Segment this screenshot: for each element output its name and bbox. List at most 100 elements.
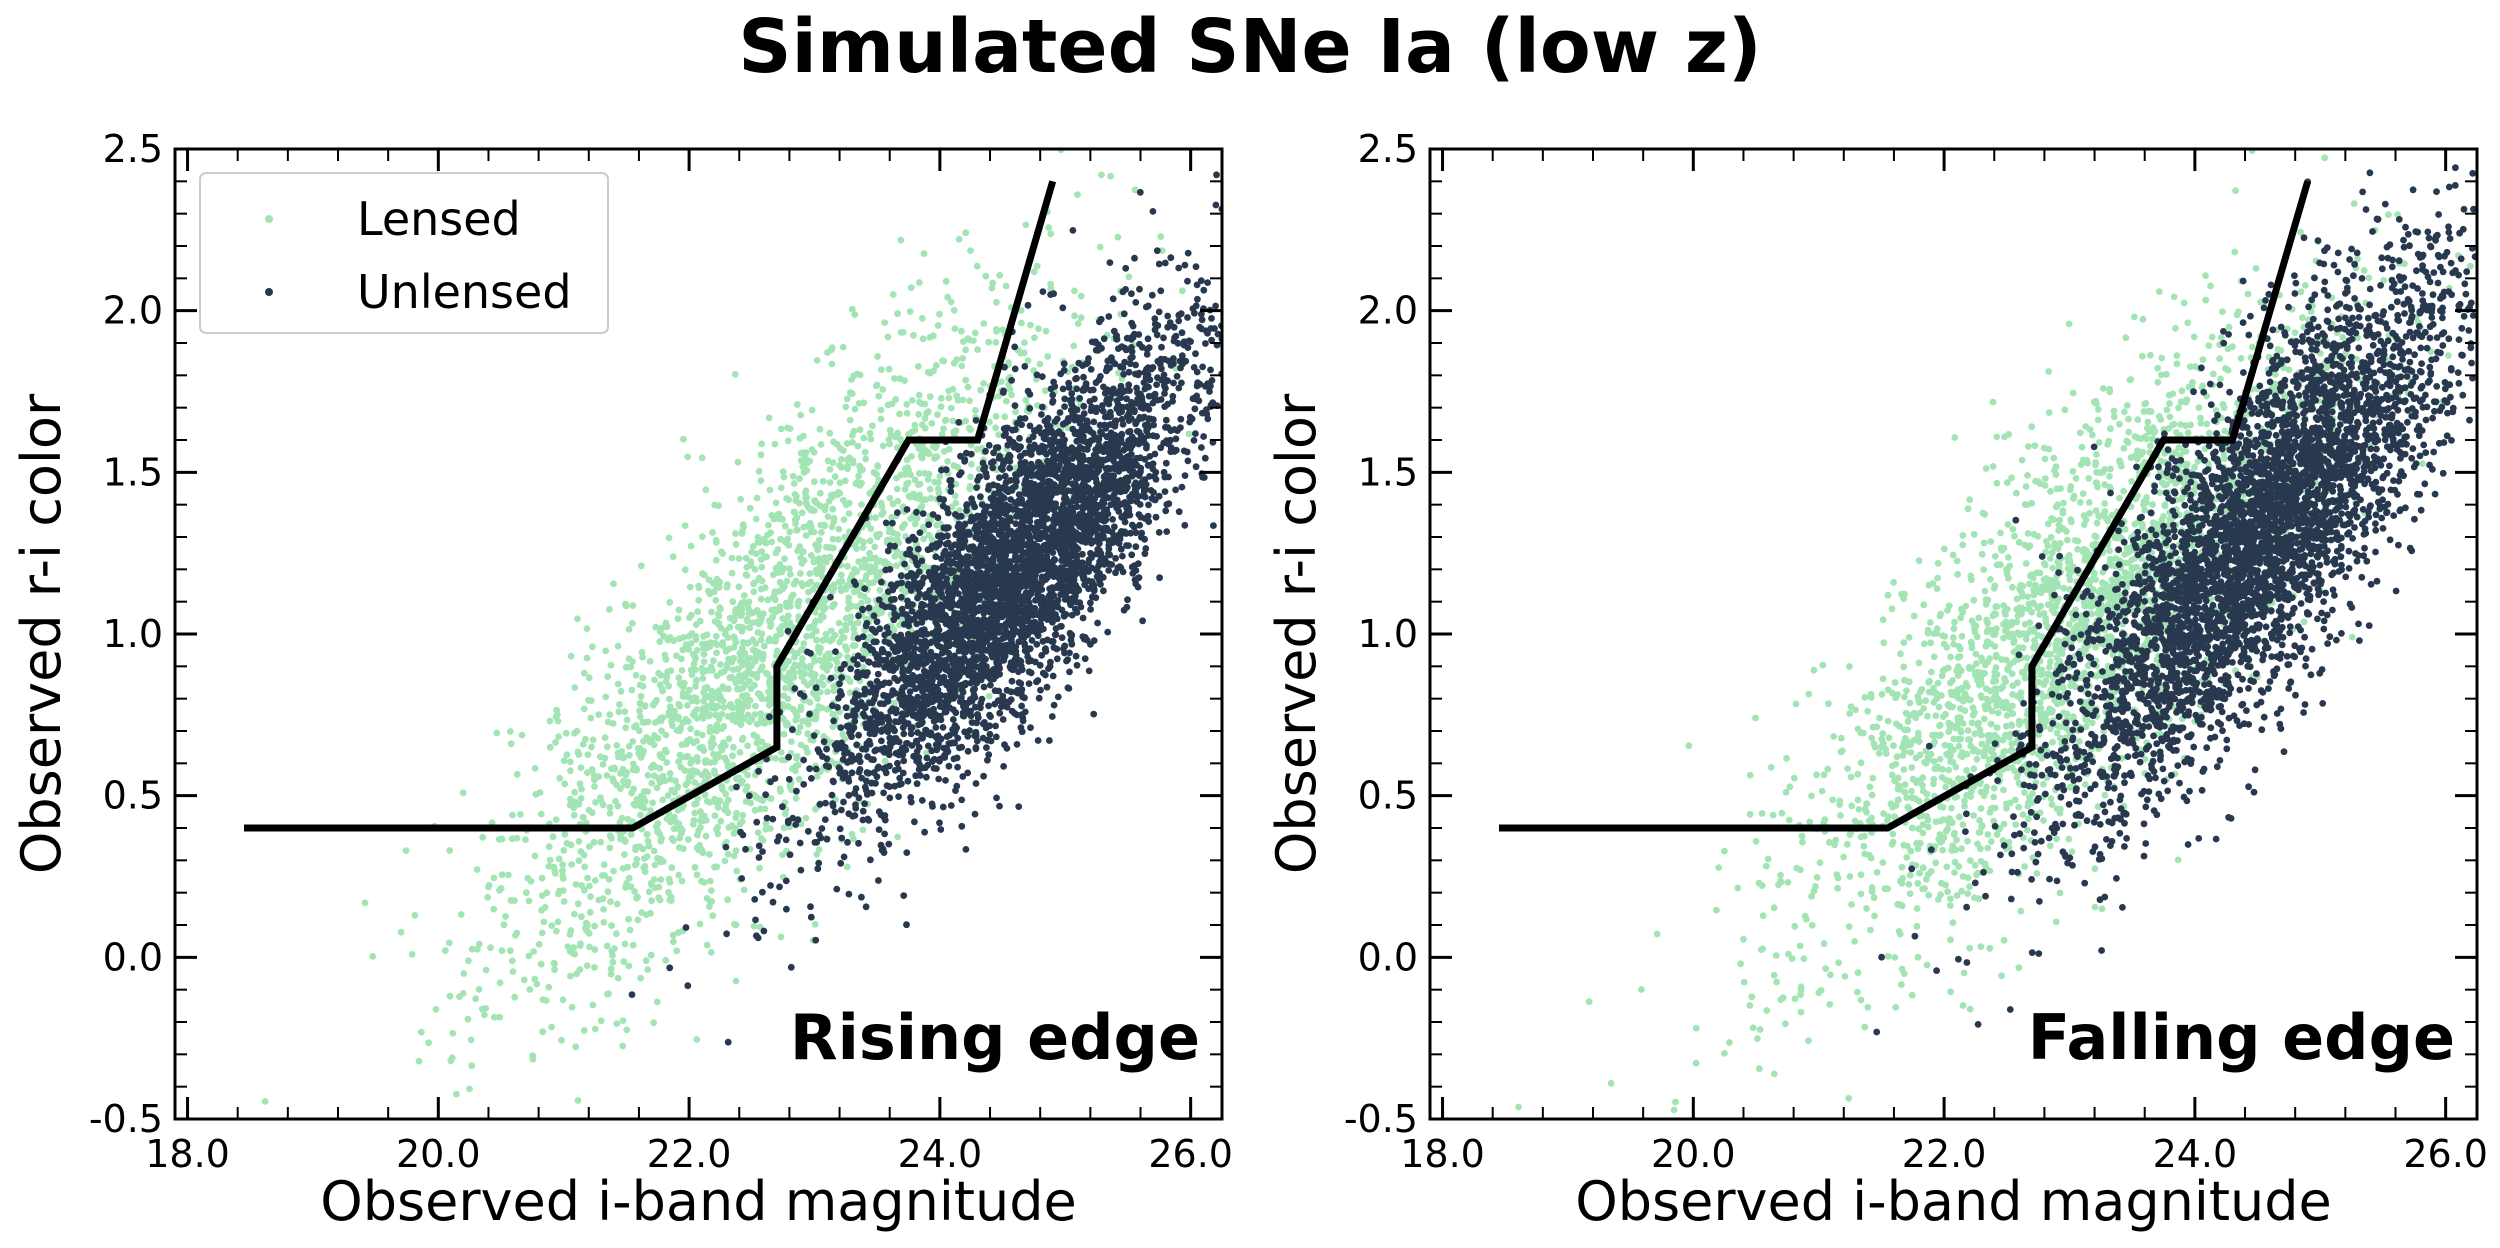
data-point — [938, 466, 945, 474]
data-point — [716, 604, 724, 612]
data-point — [756, 864, 763, 872]
data-point — [525, 897, 533, 905]
data-point — [854, 442, 862, 450]
data-point — [781, 522, 789, 530]
data-point — [695, 584, 703, 592]
data-point — [757, 477, 765, 484]
data-point — [717, 661, 724, 668]
data-point — [706, 643, 714, 650]
data-point — [886, 494, 894, 502]
data-point — [760, 535, 768, 543]
data-point — [572, 1043, 580, 1051]
data-point — [545, 863, 553, 870]
data-point — [1100, 587, 1107, 595]
data-point — [425, 1039, 432, 1047]
data-point — [726, 614, 734, 622]
data-point — [540, 918, 548, 926]
data-point — [889, 291, 897, 298]
data-point — [574, 615, 581, 623]
data-point — [579, 813, 587, 821]
data-point — [467, 1036, 475, 1044]
data-point — [677, 825, 685, 832]
data-point — [796, 543, 804, 551]
data-point — [1042, 327, 1050, 335]
data-point — [958, 327, 965, 335]
data-point — [725, 655, 732, 663]
data-point — [567, 652, 575, 660]
data-point — [667, 775, 674, 783]
data-point — [749, 619, 757, 626]
data-point — [575, 751, 583, 758]
data-point — [815, 542, 823, 550]
data-point — [964, 383, 972, 391]
data-point — [829, 777, 837, 785]
data-point — [549, 833, 557, 841]
data-point — [699, 640, 706, 648]
data-point — [587, 714, 595, 722]
data-point — [411, 911, 419, 919]
data-point — [560, 757, 568, 764]
data-point — [728, 554, 736, 562]
data-point — [982, 272, 990, 280]
data-point — [721, 685, 729, 692]
data-point — [804, 580, 812, 588]
data-point — [793, 526, 800, 534]
data-point — [1214, 330, 1222, 338]
data-point — [951, 492, 959, 500]
data-point — [843, 646, 851, 654]
data-point — [606, 844, 614, 852]
data-point — [959, 396, 967, 404]
data-point — [552, 738, 559, 746]
data-point — [675, 844, 683, 851]
data-point — [778, 622, 786, 630]
data-point — [590, 838, 598, 846]
data-point — [694, 795, 702, 802]
data-point — [797, 570, 804, 577]
data-point — [867, 646, 875, 654]
data-point — [734, 458, 742, 466]
data-point — [889, 529, 897, 537]
data-point — [918, 421, 926, 428]
data-point — [757, 595, 765, 603]
data-point — [931, 453, 939, 461]
data-point — [507, 896, 515, 904]
data-point — [707, 887, 715, 894]
data-point — [676, 834, 684, 842]
data-point — [711, 769, 718, 777]
data-point — [829, 601, 837, 609]
data-point — [884, 547, 892, 555]
data-point — [820, 738, 828, 746]
data-point — [1012, 520, 1020, 528]
data-point — [856, 462, 864, 470]
data-point — [584, 769, 591, 776]
data-point — [775, 833, 783, 840]
data-point — [829, 535, 837, 543]
data-point — [670, 825, 678, 833]
data-point — [830, 687, 838, 695]
data-point — [559, 872, 567, 880]
data-point — [577, 848, 585, 855]
data-point — [891, 552, 899, 560]
data-point — [543, 889, 551, 897]
data-point — [859, 826, 867, 834]
data-point — [604, 673, 612, 680]
data-point — [971, 329, 979, 337]
data-point — [777, 787, 784, 795]
data-point — [972, 745, 980, 753]
data-point — [608, 922, 615, 929]
data-point — [496, 1013, 504, 1021]
data-point — [913, 514, 921, 522]
data-point — [625, 874, 633, 882]
data-point — [1148, 291, 1156, 299]
data-point — [522, 836, 529, 843]
data-point — [562, 729, 570, 737]
data-point — [862, 455, 870, 463]
data-point — [937, 403, 945, 411]
data-point — [920, 496, 927, 504]
data-point — [838, 834, 846, 842]
data-point — [709, 912, 717, 920]
data-point — [730, 852, 738, 860]
data-point — [605, 876, 613, 883]
data-point — [995, 392, 1002, 400]
data-point — [920, 523, 927, 531]
